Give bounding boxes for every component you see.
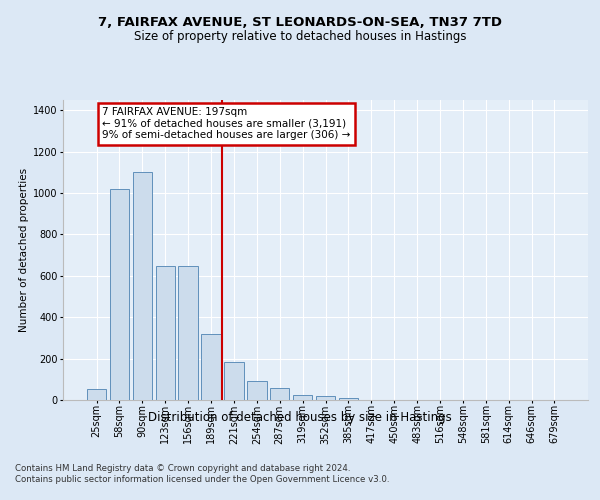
- Bar: [110, 189, 129, 400]
- Text: Size of property relative to detached houses in Hastings: Size of property relative to detached ho…: [134, 30, 466, 43]
- Y-axis label: Number of detached properties: Number of detached properties: [19, 168, 29, 332]
- Text: Contains HM Land Registry data © Crown copyright and database right 2024.: Contains HM Land Registry data © Crown c…: [15, 464, 350, 473]
- Bar: [155, 266, 175, 400]
- Bar: [293, 395, 313, 400]
- Bar: [87, 388, 106, 400]
- Bar: [178, 266, 198, 400]
- Text: 7 FAIRFAX AVENUE: 197sqm
← 91% of detached houses are smaller (3,191)
9% of semi: 7 FAIRFAX AVENUE: 197sqm ← 91% of detach…: [103, 107, 350, 140]
- Bar: [270, 388, 289, 400]
- Text: Contains public sector information licensed under the Open Government Licence v3: Contains public sector information licen…: [15, 475, 389, 484]
- Text: Distribution of detached houses by size in Hastings: Distribution of detached houses by size …: [148, 411, 452, 424]
- Bar: [133, 172, 152, 400]
- Text: 7, FAIRFAX AVENUE, ST LEONARDS-ON-SEA, TN37 7TD: 7, FAIRFAX AVENUE, ST LEONARDS-ON-SEA, T…: [98, 16, 502, 29]
- Bar: [202, 334, 221, 400]
- Bar: [247, 382, 266, 400]
- Bar: [224, 362, 244, 400]
- Bar: [338, 398, 358, 400]
- Bar: [316, 396, 335, 400]
